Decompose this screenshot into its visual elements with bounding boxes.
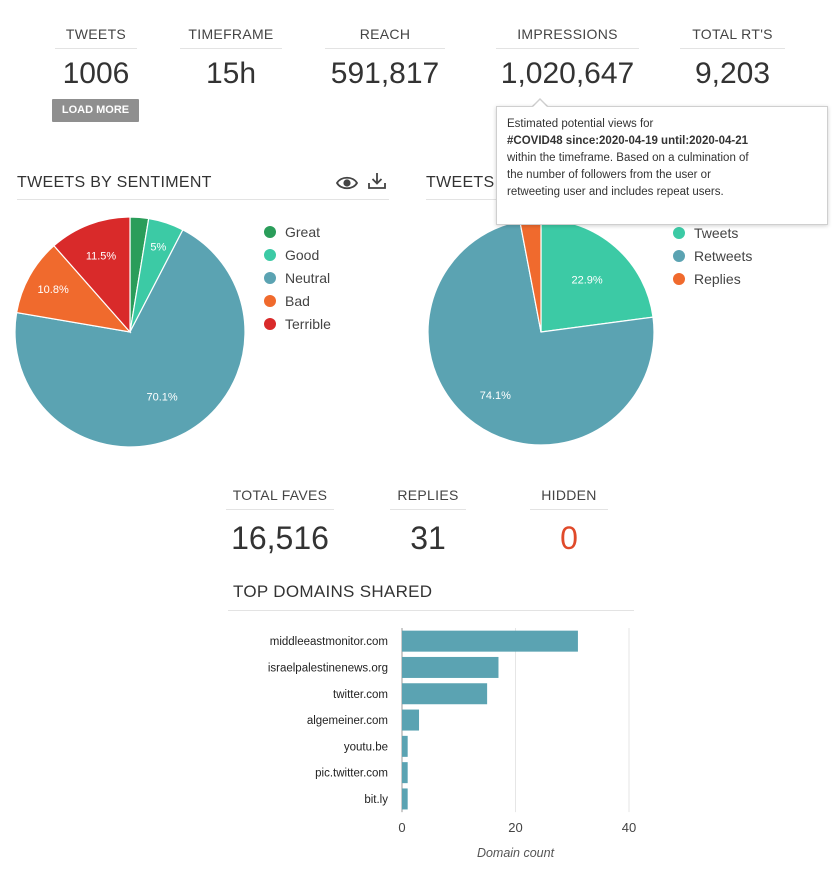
legend-dot-terrible (264, 318, 276, 331)
legend-dot-great (264, 225, 276, 238)
stat-value: 15h (205, 57, 257, 90)
legend-label: Neutral (285, 269, 331, 286)
y-tick-label: algemeiner.com (307, 715, 388, 727)
pie-slice-retweets[interactable] (427, 220, 655, 446)
eye-icon[interactable] (335, 173, 359, 193)
stat-label: REACH (325, 26, 445, 49)
domains-title: TOP DOMAINS SHARED (233, 582, 433, 601)
stat-value: 1006 (62, 57, 130, 90)
stat-label: TOTAL FAVES (226, 487, 334, 510)
y-tick-label: twitter.com (333, 689, 388, 701)
stat-label: HIDDEN (530, 487, 608, 510)
stat-label: TOTAL RT'S (680, 26, 785, 49)
stat-reach: REACH 591,817 (325, 26, 445, 91)
bar-algemeiner-com[interactable] (402, 709, 420, 731)
x-axis-label: Domain count (477, 846, 555, 860)
legend-item-good[interactable]: Good (264, 243, 331, 266)
stat-value: 9,203 (694, 57, 771, 90)
tooltip-line: the number of followers from the user or (507, 169, 711, 181)
legend-label: Great (285, 223, 321, 240)
stat-value: 1,020,647 (500, 57, 635, 90)
legend-dot-retweets (673, 249, 685, 262)
pie-slice-neutral[interactable] (14, 229, 246, 448)
legend-dot-replies (673, 272, 685, 285)
y-tick-label: bit.ly (364, 794, 388, 806)
legend-label: Good (285, 246, 320, 263)
pie-slice-label: 22.9% (572, 274, 603, 286)
stat-label: TWEETS (55, 26, 137, 49)
bar-bit-ly[interactable] (402, 788, 408, 810)
legend-item-tweets[interactable]: Tweets (673, 221, 752, 244)
stat-value-hidden: 0 (560, 520, 578, 556)
x-tick-label: 40 (622, 820, 636, 835)
legend-item-terrible[interactable]: Terrible (264, 313, 331, 336)
stat-label: IMPRESSIONS (496, 26, 639, 49)
top-domains-bar-chart: 0 20 40 middleeastmonitor.com israelpalestin… (268, 628, 636, 860)
legend-label: Terrible (285, 316, 331, 333)
y-tick-label: youtu.be (344, 741, 388, 753)
sentiment-pie-chart: 5% 70.1% 10.8% 11.5% (14, 216, 246, 448)
divider (17, 199, 389, 200)
legend-dot-tweets (673, 226, 685, 239)
legend-item-neutral[interactable]: Neutral (264, 266, 331, 289)
sentiment-legend: Great Good Neutral Bad Terrible (264, 220, 331, 336)
bar-pic-twitter-com[interactable] (402, 762, 408, 784)
tooltip-line: retweeting user and includes repeat user… (507, 186, 724, 198)
pie-slice-terrible[interactable] (53, 216, 131, 334)
tweet-type-pie-chart: 22.9% 74.1% (427, 218, 655, 446)
load-more-button[interactable]: LOAD MORE (52, 99, 139, 122)
stat-value: 16,516 (231, 520, 329, 556)
bar-youtu-be[interactable] (402, 735, 408, 757)
tweet-type-legend: Tweets Retweets Replies (673, 221, 752, 291)
tooltip-query-text: #COVID48 since:2020-04-19 until:2020-04-… (507, 135, 748, 147)
x-tick-label: 20 (508, 820, 522, 835)
legend-item-bad[interactable]: Bad (264, 290, 331, 313)
tooltip-line: Estimated potential views for (507, 118, 654, 130)
pie-slice-label: 5% (150, 242, 166, 254)
legend-label: Replies (694, 270, 741, 287)
legend-item-replies[interactable]: Replies (673, 267, 752, 290)
stat-value: 591,817 (330, 57, 440, 90)
pie-slice-label: 74.1% (480, 390, 511, 402)
x-tick-label: 0 (398, 820, 405, 835)
impressions-tooltip: Estimated potential views for #COVID48 s… (496, 106, 828, 225)
legend-dot-bad (264, 295, 276, 308)
stat-label: REPLIES (390, 487, 466, 510)
bar-middleeastmonitor-com[interactable] (402, 630, 578, 652)
stat-replies: REPLIES 31 (390, 487, 466, 557)
tooltip-query: #COVID48 since:2020-04-19 until:2020-04-… (507, 133, 817, 150)
legend-label: Tweets (694, 224, 739, 241)
y-tick-label: middleeastmonitor.com (270, 636, 388, 648)
stat-tweets: TWEETS 1006 (55, 26, 137, 91)
stat-total-faves: TOTAL FAVES 16,516 (226, 487, 334, 557)
tweet-type-title: TWEETS (426, 174, 495, 191)
y-tick-label: pic.twitter.com (315, 768, 388, 780)
pie-slice-label: 70.1% (146, 391, 177, 403)
stat-impressions[interactable]: IMPRESSIONS 1,020,647 (496, 26, 639, 91)
sentiment-title: TWEETS BY SENTIMENT (17, 174, 212, 191)
legend-label: Retweets (694, 247, 753, 264)
bar-israelpalestinenews-org[interactable] (402, 656, 499, 678)
stat-label: TIMEFRAME (180, 26, 282, 49)
pie-slice-label: 11.5% (86, 250, 117, 262)
pie-slice-label: 10.8% (38, 284, 69, 296)
legend-dot-neutral (264, 271, 276, 284)
stat-timeframe: TIMEFRAME 15h (180, 26, 282, 91)
divider (228, 610, 634, 611)
stat-value: 31 (410, 520, 446, 556)
legend-dot-good (264, 248, 276, 261)
tooltip-line: within the timeframe. Based on a culmina… (507, 152, 749, 164)
tooltip-arrow-inner (533, 100, 547, 107)
legend-label: Bad (285, 293, 310, 310)
stat-total-rts: TOTAL RT'S 9,203 (680, 26, 785, 91)
legend-item-great[interactable]: Great (264, 220, 331, 243)
bar-twitter-com[interactable] (402, 683, 488, 705)
y-tick-label: israelpalestinenews.org (268, 662, 388, 674)
stat-hidden: HIDDEN 0 (530, 487, 608, 557)
download-icon[interactable] (366, 171, 388, 191)
legend-item-retweets[interactable]: Retweets (673, 244, 752, 267)
pie-slice-bad[interactable] (15, 244, 132, 333)
